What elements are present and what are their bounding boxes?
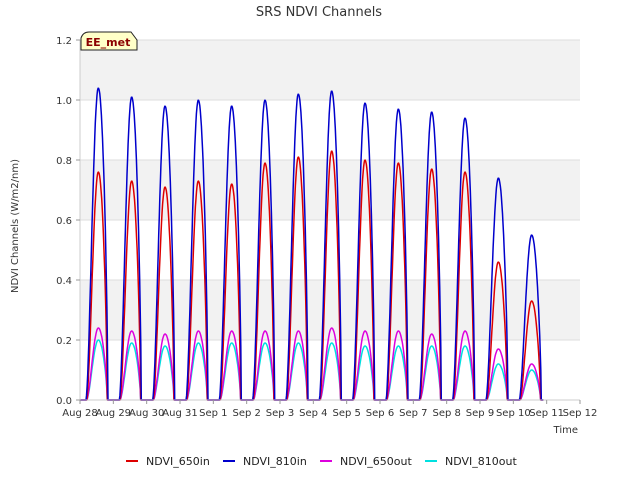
legend-label-NDVI_810in: NDVI_810in bbox=[243, 455, 307, 468]
legend: NDVI_650in NDVI_810in NDVI_650out NDVI_810o… bbox=[126, 455, 517, 468]
annotation-badge: EE_met bbox=[80, 31, 138, 51]
x-tick-label: Sep 5 bbox=[332, 408, 360, 419]
x-tick-label: Sep 10 bbox=[496, 408, 531, 419]
x-tick-label: Aug 29 bbox=[96, 408, 131, 419]
y-tick-label: 0.8 bbox=[56, 156, 72, 167]
chart-title: SRS NDVI Channels bbox=[256, 5, 382, 20]
y-tick-labels: 0.0 0.2 0.4 0.6 0.8 1.0 1.2 bbox=[56, 36, 80, 407]
y-tick-label: 0.2 bbox=[56, 336, 72, 347]
x-axis-label: Time bbox=[553, 425, 578, 436]
x-tick-label: Sep 9 bbox=[466, 408, 494, 419]
x-tick-label: Sep 12 bbox=[563, 408, 598, 419]
y-axis-label: NDVI Channels (W/m2/nm) bbox=[10, 159, 21, 293]
x-tick-label: Sep 6 bbox=[366, 408, 394, 419]
x-tick-label: Aug 31 bbox=[162, 408, 197, 419]
legend-label-NDVI_650out: NDVI_650out bbox=[340, 455, 412, 468]
x-tick-label: Sep 2 bbox=[232, 408, 260, 419]
x-tick-label: Sep 4 bbox=[299, 408, 327, 419]
annotation-label: EE_met bbox=[86, 36, 131, 49]
y-tick-label: 0.6 bbox=[56, 216, 72, 227]
x-tick-label: Sep 7 bbox=[399, 408, 427, 419]
y-tick-label: 1.2 bbox=[56, 36, 72, 47]
x-tick-label: Sep 1 bbox=[199, 408, 227, 419]
legend-label-NDVI_650in: NDVI_650in bbox=[146, 455, 210, 468]
plot-band bbox=[80, 40, 580, 100]
x-tick-label: Aug 30 bbox=[129, 408, 164, 419]
y-tick-label: 0.0 bbox=[56, 396, 72, 407]
y-tick-label: 1.0 bbox=[56, 96, 72, 107]
y-tick-label: 0.4 bbox=[56, 276, 72, 287]
x-tick-label: Sep 8 bbox=[432, 408, 460, 419]
x-tick-label: Aug 28 bbox=[62, 408, 97, 419]
legend-label-NDVI_810out: NDVI_810out bbox=[445, 455, 517, 468]
x-tick-label: Sep 11 bbox=[529, 408, 564, 419]
x-tick-label: Sep 3 bbox=[266, 408, 294, 419]
